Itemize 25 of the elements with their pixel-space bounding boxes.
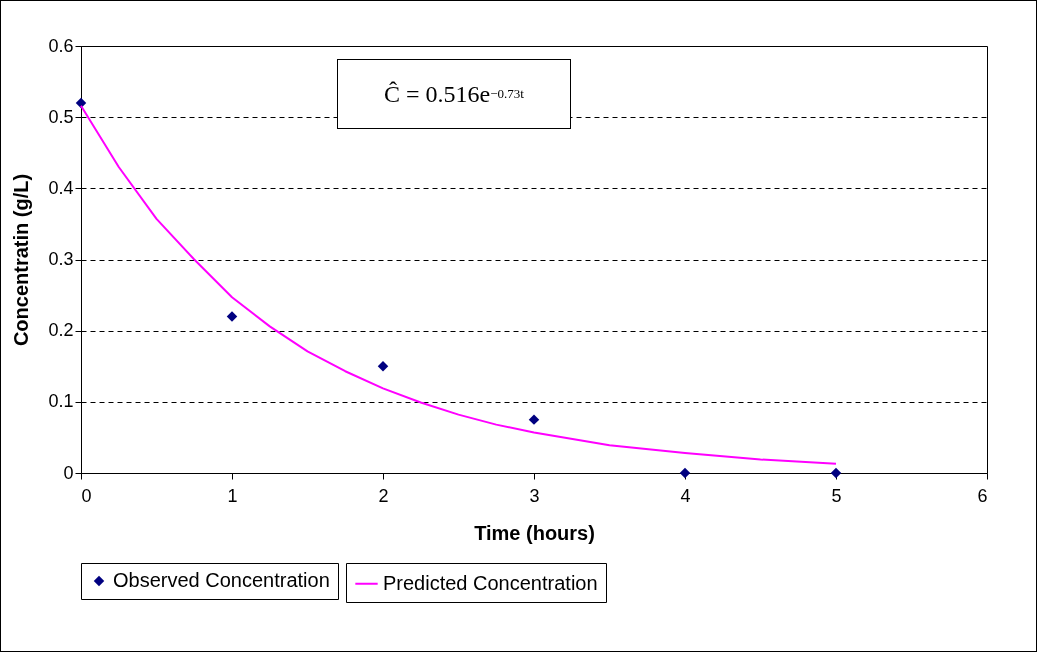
- point: [528, 414, 540, 425]
- x-tick-label: 6: [977, 485, 988, 506]
- y-tick-label: 0.5: [48, 106, 74, 127]
- x-tick-label: 2: [378, 485, 389, 506]
- legend-label: Observed Concentration: [113, 569, 330, 591]
- y-tick-label: 0.6: [48, 35, 74, 56]
- point: [377, 361, 389, 372]
- y-tick-label: 0.4: [48, 177, 74, 198]
- legend-label: Predicted Concentration: [383, 571, 598, 594]
- point: [75, 97, 87, 109]
- x-tick-label: 0: [81, 485, 92, 506]
- y-axis-title: Concentratin (g/L): [10, 173, 33, 347]
- y-tick-label: 0.2: [48, 320, 74, 341]
- y-tick-label: 0: [63, 462, 74, 483]
- point: [830, 467, 842, 479]
- x-axis-title: Time (hours): [474, 521, 595, 544]
- x-tick-label: 1: [227, 485, 238, 506]
- formula-box: Ĉ = 0.516e$^{−0.73t}$: [337, 59, 571, 129]
- x-tick-label: 5: [831, 485, 842, 506]
- point: [226, 311, 238, 322]
- x-tick-label: 3: [529, 485, 540, 506]
- y-tick-label: 0.1: [48, 391, 74, 412]
- y-tick-label: 0.3: [48, 249, 74, 269]
- x-tick-label: 4: [680, 485, 691, 506]
- point: [679, 467, 691, 479]
